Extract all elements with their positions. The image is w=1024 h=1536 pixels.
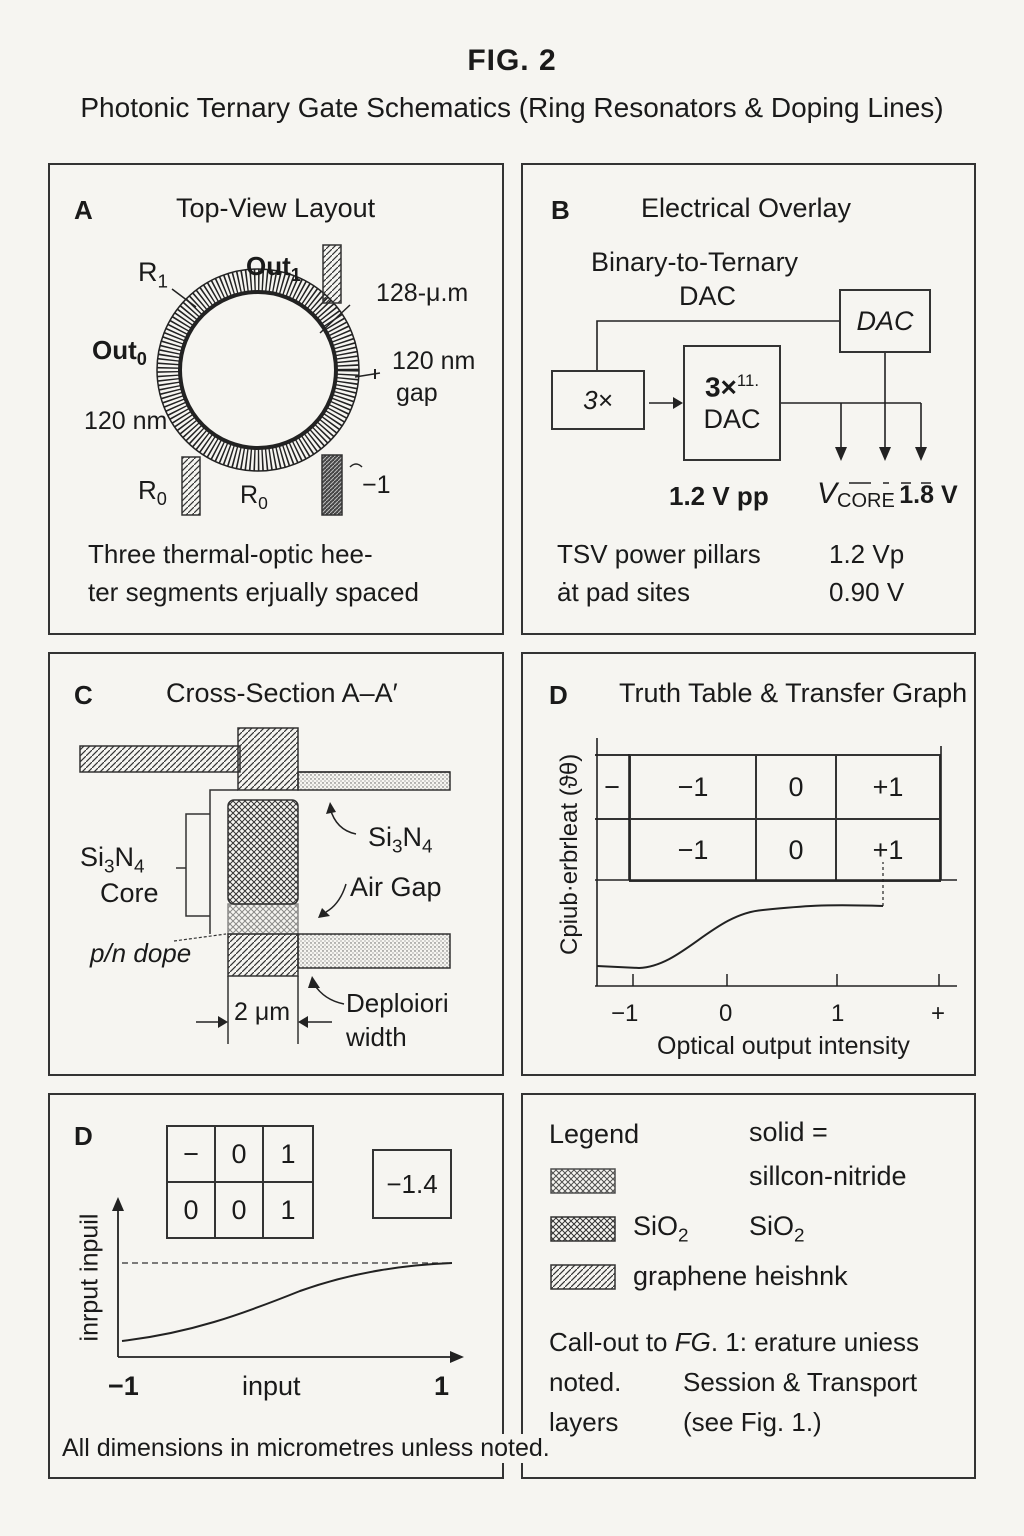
legend-item2-right: SiO2 — [749, 1211, 805, 1247]
legend-solid: solid = — [749, 1117, 828, 1147]
width-2um-label: 2 μm — [234, 998, 291, 1026]
panel-b-subtitle-line1: Binary-to-Ternary — [591, 247, 799, 277]
panel-d-truth: D Truth Table & Transfer Graph Cpiub·erb… — [521, 652, 976, 1076]
legend-title: Legend — [549, 1119, 640, 1149]
si3n4-right-label: Si3N4 — [368, 822, 433, 858]
panel-a-caption-line1: Three thermal-optic hee- — [88, 539, 373, 569]
panel-c-title: Cross-Section A–A′ — [166, 678, 398, 708]
panel-d2-label: D — [74, 1121, 93, 1151]
panel-b: B Electrical Overlay Binary-to-Ternary D… — [521, 163, 976, 635]
callout-see-fig: (see Fig. 1.) — [683, 1407, 822, 1437]
vpp-label: 1.2 V pp — [669, 481, 769, 511]
panel-b-subtitle-line2: DAC — [679, 281, 737, 311]
deploion-line2: width — [346, 1022, 407, 1052]
vcore-label: VCORE 1.8 V — [817, 477, 958, 513]
panel-c-label: C — [74, 680, 93, 710]
xtick-plus: + — [931, 1000, 946, 1027]
panel-b-label: B — [551, 195, 570, 225]
tsv-value2: 0.90 V — [829, 577, 905, 607]
footnote: All dimensions in micrometres unless not… — [62, 1434, 556, 1463]
panel-a-title: Top-View Layout — [176, 193, 376, 223]
box-3x: 3× — [551, 370, 645, 430]
swatch-graphene — [550, 1264, 616, 1290]
deploion-line1: Deploiori — [346, 988, 449, 1018]
x-left-label: −1 — [108, 1371, 139, 1401]
table-cell-r2c3: 1 — [262, 1181, 314, 1239]
panel-a-label: A — [74, 195, 93, 225]
panel-a: A Top-View Layout — [48, 163, 504, 635]
gap-120-line1: 120 nm — [392, 347, 476, 375]
r0-mid-label: R0 — [240, 481, 268, 513]
gap-120-line2: gap — [396, 379, 438, 407]
ring-outer — [156, 268, 360, 472]
tsv-value1: 1.2 Vp — [829, 539, 905, 569]
legend-item1: sillcon-nitride — [749, 1161, 907, 1191]
value-box: −1.4 — [372, 1149, 452, 1219]
transfer-graph — [595, 738, 957, 987]
dim-128-label: 128-μ.m — [376, 279, 469, 307]
core-label-line2: Core — [100, 878, 159, 908]
callout-line: Call-out to FG. 1: erature uniess — [549, 1327, 919, 1357]
panel-d-xlabel: Optical output intensity — [657, 1032, 910, 1060]
ring-resonator-diagram — [156, 244, 381, 516]
cross-section-diagram — [79, 727, 451, 1044]
callout-layers: layers — [549, 1407, 619, 1437]
legend-item3: graphene heishnk — [633, 1261, 848, 1291]
panel-legend: Legend solid = sillcon-nitride SiO2 SiO2… — [521, 1093, 976, 1479]
figure-title: FIG. 2 — [467, 44, 557, 77]
r0-left-label: R0 — [138, 475, 167, 510]
neg1-waveguide — [321, 454, 343, 516]
left-120-label: 120 nm — [84, 407, 168, 435]
out1-label: Out1 — [246, 251, 301, 286]
out0-label: Out0 — [92, 335, 147, 370]
tsv-line1: TSV power pillars — [557, 539, 761, 569]
callout-session: Session & Transport — [683, 1367, 918, 1397]
xtick-1: 1 — [831, 1000, 845, 1027]
panel-d-label: D — [549, 680, 568, 710]
swatch-sio2 — [550, 1216, 616, 1242]
panel-a-caption-line2: ter segments erjually spaced — [88, 577, 419, 607]
figure-subtitle: Photonic Ternary Gate Schematics (Ring R… — [80, 92, 944, 123]
input-graph — [112, 1197, 464, 1363]
neg1-label: −1 — [362, 471, 391, 499]
callout-noted: noted. — [549, 1367, 622, 1397]
legend-swatches — [550, 1168, 616, 1290]
legend-item2-left: SiO2 — [633, 1211, 689, 1247]
panel-c: C Cross-Section A–A′ Si3N4 Si3N4 Core Ai… — [48, 652, 504, 1076]
panel-b-title: Electrical Overlay — [641, 193, 852, 223]
dac-box: DAC — [839, 289, 931, 353]
out1-waveguide — [322, 244, 342, 304]
dac-wiring — [596, 320, 931, 484]
panel-d-title: Truth Table & Transfer Graph — [619, 678, 968, 708]
panel-d2-xlabel: input — [242, 1371, 301, 1401]
core-label-line1: Si3N4 — [80, 842, 145, 878]
pn-dope-label: p/n dope — [90, 938, 192, 968]
xtick-neg1: −1 — [611, 1000, 639, 1027]
air-gap-label: Air Gap — [350, 872, 442, 902]
swatch-silicon-nitride — [550, 1168, 616, 1194]
panel-d-graph: D − 0 1 0 0 1 −1.4 inrput inpuil −1 inpu… — [48, 1093, 504, 1479]
truth-cell-r2c3: +1 — [835, 818, 941, 882]
panel-d2-ylabel: inrput inpuil — [75, 1213, 104, 1342]
tsv-line2: ȧt pad sites — [557, 577, 690, 607]
r0-left-waveguide — [181, 456, 201, 516]
box-3x11-dac: 3×11. DAC — [683, 345, 781, 461]
x-right-label: 1 — [434, 1371, 450, 1401]
xtick-0: 0 — [719, 1000, 733, 1027]
r1-label: R1 — [138, 257, 169, 293]
